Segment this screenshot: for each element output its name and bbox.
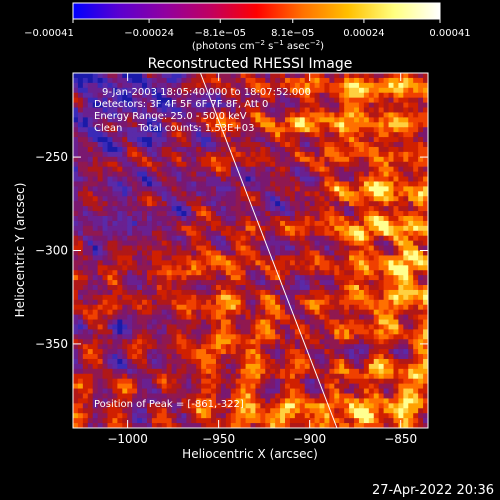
chart-title: Reconstructed RHESSI Image	[148, 56, 353, 72]
annotation-time-range: 9-Jan-2003 18:05:40.000 to 18:07:52.000	[102, 87, 311, 98]
colorbar-tick-label: −0.00041	[24, 28, 74, 39]
plot-timestamp: 27-Apr-2022 20:36	[372, 483, 494, 498]
x-axis-ticks: −1000 −950 −900 −850	[107, 73, 417, 446]
annotation-peak-position: Position of Peak = [-861,-322]	[94, 399, 244, 410]
colorbar-tick-label: 0.00041	[429, 28, 470, 39]
colorbar-frame	[72, 2, 441, 20]
annotation-energy-range: Energy Range: 25.0 - 50.0 keV	[94, 111, 247, 122]
solar-limb-line	[199, 73, 338, 428]
colorbar-tick-label: 8.1e−05	[271, 28, 314, 39]
x-tick-label: −900	[293, 432, 326, 446]
colorbar-ticks: −0.00041 −0.00024 −8.1e−05 8.1e−05 0.00024 0.…	[24, 19, 471, 39]
heatmap-image	[73, 73, 428, 428]
y-axis-ticks: −250 −300 −350	[35, 150, 428, 351]
colorbar-tick-label: 0.00024	[343, 28, 384, 39]
colorbar-tick-label: −0.00024	[124, 28, 174, 39]
colorbar-units: (photons cm−2 s−1 asec−2)	[192, 39, 324, 52]
x-tick-label: −950	[202, 432, 235, 446]
annotation-detectors: Detectors: 3F 4F 5F 6F 7F 8F, Att 0	[94, 99, 268, 110]
y-axis-label: Heliocentric Y (arcsec)	[13, 183, 27, 318]
x-axis-label: Heliocentric X (arcsec)	[182, 447, 318, 461]
x-tick-label: −850	[384, 432, 417, 446]
colorbar-tick-label: −8.1e−05	[194, 28, 246, 39]
y-tick-label: −250	[35, 150, 68, 164]
y-tick-label: −350	[35, 337, 68, 351]
x-tick-label: −1000	[107, 432, 148, 446]
y-tick-label: −300	[35, 244, 68, 258]
colorbar	[73, 3, 440, 19]
annotation-clean-counts: Clean Total counts: 1.53E+03	[94, 123, 254, 134]
